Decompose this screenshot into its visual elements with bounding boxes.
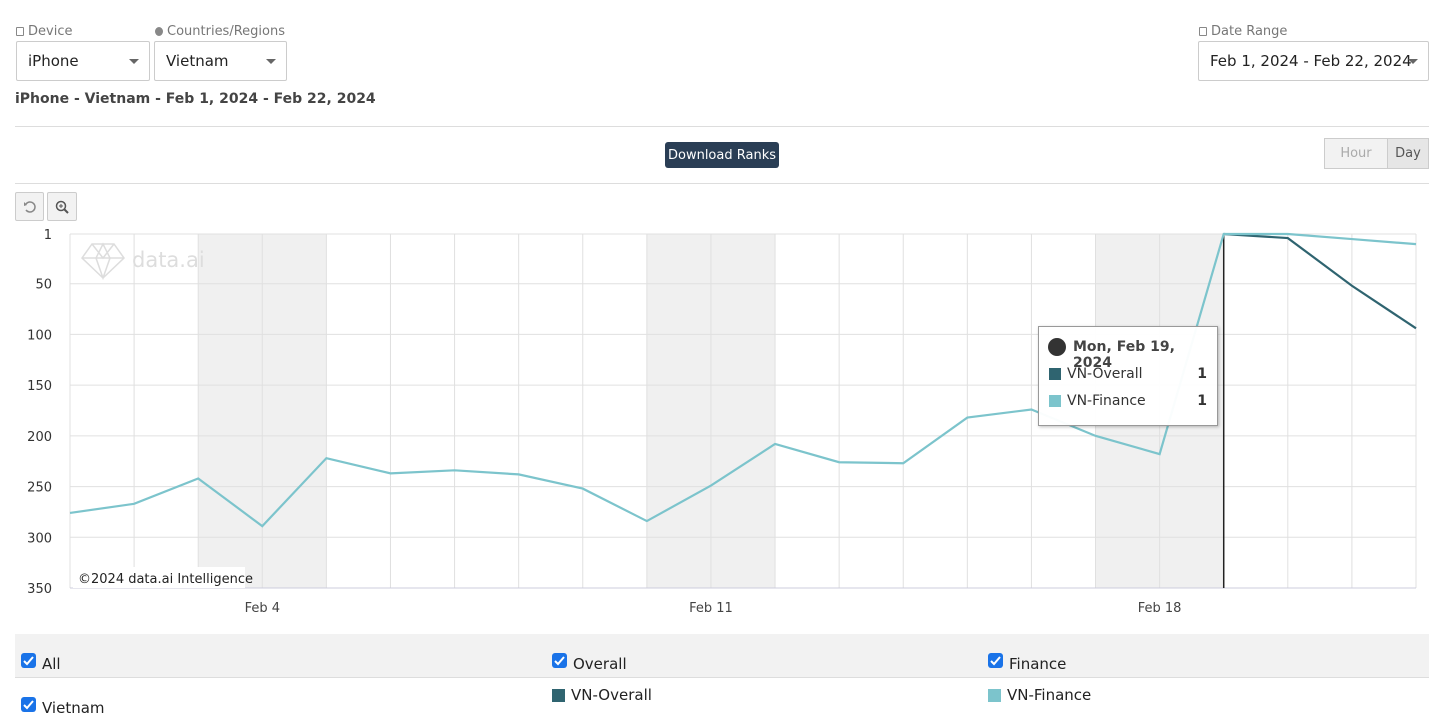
tooltip-swatch xyxy=(1049,368,1061,380)
y-tick-label: 50 xyxy=(35,278,52,293)
label: Countries/Regions xyxy=(167,24,285,39)
download-button[interactable]: Download Ranks xyxy=(665,142,779,168)
x-tick-label: Feb 11 xyxy=(689,601,733,616)
checkmark xyxy=(990,655,1001,665)
checkmark xyxy=(23,699,34,709)
legend-checkbox[interactable]: Finance xyxy=(988,647,1066,673)
region-select[interactable]: Vietnam xyxy=(154,41,287,81)
legend-checkbox[interactable]: Overall xyxy=(552,647,627,673)
watermark-icon xyxy=(81,242,125,281)
y-tick-label: 200 xyxy=(27,430,52,445)
checkmark xyxy=(23,655,34,665)
device-select[interactable]: iPhone xyxy=(16,41,150,81)
tooltip-series: VN-Overall xyxy=(1067,366,1143,382)
tooltip-series: VN-Finance xyxy=(1067,393,1146,409)
y-tick-label: 250 xyxy=(27,481,52,496)
select-value: Vietnam xyxy=(166,52,229,70)
watermark: data.ai xyxy=(132,248,205,272)
device-label: Device xyxy=(16,24,72,39)
hour-button[interactable]: Hour xyxy=(1324,138,1388,169)
legend-item[interactable]: VN-Finance xyxy=(988,686,1091,704)
day-button[interactable]: Day xyxy=(1387,138,1429,169)
legend-item[interactable]: VN-Overall xyxy=(552,686,652,704)
y-tick-label: 100 xyxy=(27,328,52,343)
series-line xyxy=(1223,232,1417,330)
y-tick-label: 1 xyxy=(44,228,52,243)
region-label: Countries/Regions xyxy=(155,24,285,39)
tooltip-value: 1 xyxy=(1197,393,1207,409)
x-tick-label: Feb 4 xyxy=(245,601,280,616)
legend-label: All xyxy=(42,655,61,673)
legend-label: Overall xyxy=(573,655,627,673)
legend-label: VN-Overall xyxy=(571,686,652,704)
divider xyxy=(15,126,1429,127)
legend-checkbox[interactable]: All xyxy=(21,647,61,673)
tooltip-swatch xyxy=(1049,395,1061,407)
globe-icon xyxy=(1048,338,1066,356)
y-tick-label: 350 xyxy=(27,582,52,597)
zoom-icon xyxy=(55,200,69,214)
date-select[interactable]: Feb 1, 2024 - Feb 22, 2024 xyxy=(1198,41,1429,81)
x-tick-label: Feb 18 xyxy=(1138,601,1182,616)
credit-bg xyxy=(73,567,245,588)
legend-label: Finance xyxy=(1009,655,1067,673)
legend-header xyxy=(15,634,1429,678)
checkmark xyxy=(554,655,565,665)
label: Date Range xyxy=(1211,24,1288,39)
zoom-button[interactable] xyxy=(47,192,77,221)
y-tick-label: 300 xyxy=(27,531,52,546)
reset-icon xyxy=(23,200,36,213)
date-label: Date Range xyxy=(1199,24,1287,39)
y-tick-label: 150 xyxy=(27,379,52,394)
label: Device xyxy=(28,24,73,39)
reset-zoom-button[interactable] xyxy=(15,192,44,221)
legend-checkbox[interactable]: Vietnam xyxy=(21,691,105,717)
tooltip-title: Mon, Feb 19, 2024 xyxy=(1073,339,1175,371)
divider xyxy=(15,183,1429,184)
select-value: Feb 1, 2024 - Feb 22, 2024 xyxy=(1210,52,1412,70)
subtitle: iPhone - Vietnam - Feb 1, 2024 - Feb 22,… xyxy=(15,91,376,107)
legend-label: Vietnam xyxy=(42,699,105,717)
tooltip: Mon, Feb 19, 2024 VN-Overall 1 VN-Financ… xyxy=(1038,326,1218,426)
tooltip-value: 1 xyxy=(1197,366,1207,382)
select-value: iPhone xyxy=(28,52,79,70)
credit: ©2024 data.ai Intelligence xyxy=(78,572,253,587)
legend-label: VN-Finance xyxy=(1007,686,1092,704)
